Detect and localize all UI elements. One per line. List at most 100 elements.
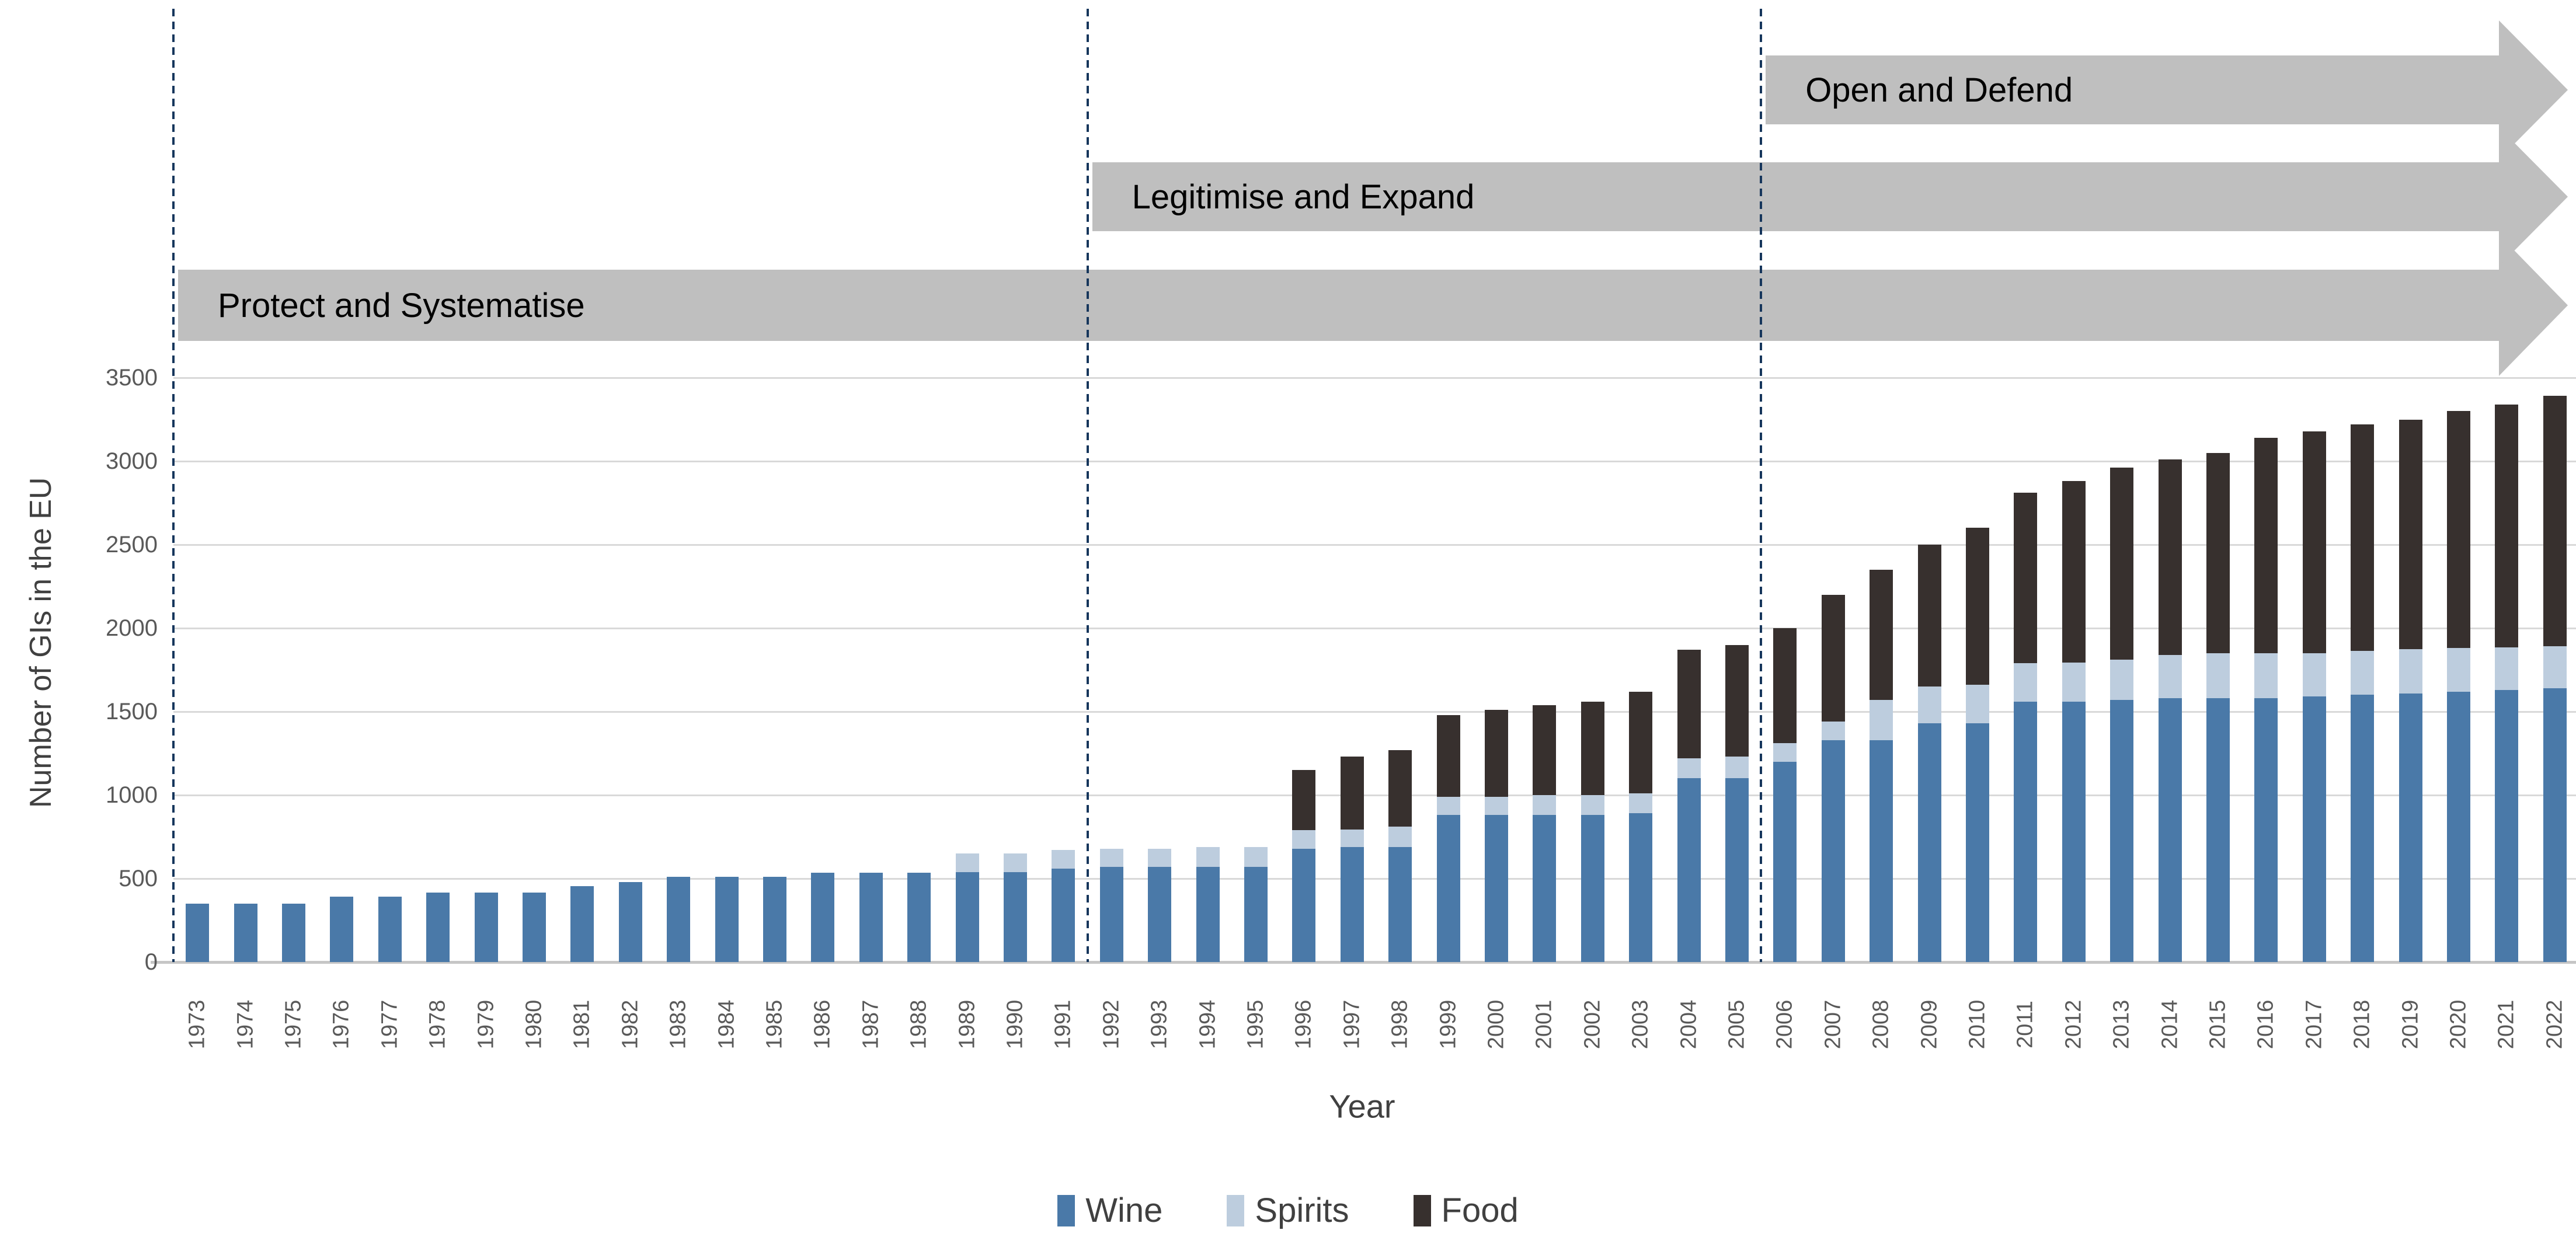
bar-segment-wine-1974 <box>234 903 257 962</box>
x-tick-label-2003: 2003 <box>1628 999 1653 1050</box>
gridline-3500 <box>173 377 2576 379</box>
bar-segment-wine-1990 <box>1004 872 1027 962</box>
bar-segment-wine-1995 <box>1244 866 1268 962</box>
bar-segment-spirits-1993 <box>1148 848 1172 867</box>
bar-segment-wine-2003 <box>1629 813 1653 962</box>
bar-segment-spirits-2013 <box>2110 660 2134 700</box>
bar-segment-spirits-2018 <box>2351 650 2375 695</box>
bar-segment-wine-1979 <box>474 893 498 962</box>
x-tick-label-2005: 2005 <box>1724 999 1749 1050</box>
bar-segment-food-2010 <box>1966 528 1989 685</box>
bar-segment-food-2020 <box>2447 411 2470 649</box>
bar-segment-spirits-2017 <box>2302 653 2326 697</box>
bar-segment-spirits-2010 <box>1966 685 1989 723</box>
x-tick-label-1975: 1975 <box>281 999 306 1050</box>
bar-segment-food-1999 <box>1436 715 1460 797</box>
bar-segment-spirits-1994 <box>1196 846 1220 867</box>
x-tick-label-2018: 2018 <box>2349 999 2375 1050</box>
x-tick-label-1973: 1973 <box>185 999 210 1050</box>
y-tick-label-2000: 2000 <box>106 615 158 641</box>
bar-segment-wine-2015 <box>2206 698 2230 962</box>
bar-segment-wine-2019 <box>2399 693 2422 962</box>
x-tick-label-2015: 2015 <box>2205 999 2230 1050</box>
x-tick-label-1994: 1994 <box>1195 999 1220 1050</box>
x-tick-label-2009: 2009 <box>1917 999 1942 1050</box>
x-tick-label-2020: 2020 <box>2446 999 2471 1050</box>
x-tick-label-2022: 2022 <box>2542 999 2567 1050</box>
x-tick-label-1995: 1995 <box>1243 999 1268 1050</box>
legend: Wine Spirits Food <box>0 1191 2576 1230</box>
bar-segment-wine-1980 <box>523 893 546 962</box>
bar-segment-food-2014 <box>2158 459 2182 655</box>
bar-segment-food-2021 <box>2495 404 2519 647</box>
gridline-2500 <box>173 543 2576 546</box>
bar-segment-wine-1976 <box>330 897 354 962</box>
bar-segment-wine-1997 <box>1340 846 1364 962</box>
bar-segment-spirits-2000 <box>1485 796 1508 816</box>
x-tick-label-1980: 1980 <box>521 999 546 1050</box>
bar-segment-wine-2012 <box>2062 701 2086 962</box>
x-tick-label-1990: 1990 <box>1002 999 1028 1050</box>
bar-segment-food-2012 <box>2062 481 2086 663</box>
x-tick-label-1977: 1977 <box>377 999 402 1050</box>
x-tick-label-1989: 1989 <box>955 999 980 1050</box>
bar-segment-food-2019 <box>2399 419 2422 649</box>
bar-segment-wine-1983 <box>667 877 691 962</box>
x-tick-label-1986: 1986 <box>810 999 835 1050</box>
legend-label-spirits: Spirits <box>1255 1191 1349 1229</box>
bar-segment-wine-1982 <box>618 881 642 962</box>
x-tick-label-1991: 1991 <box>1050 999 1075 1050</box>
bar-segment-spirits-2011 <box>2014 663 2038 702</box>
bar-segment-wine-2001 <box>1533 815 1557 962</box>
y-tick-label-1000: 1000 <box>106 782 158 808</box>
bar-segment-food-2016 <box>2254 437 2278 653</box>
arrow-head-icon <box>2498 20 2568 159</box>
bar-segment-wine-2011 <box>2014 701 2038 962</box>
bar-segment-food-2009 <box>1917 545 1941 687</box>
bar-segment-wine-2013 <box>2110 699 2134 962</box>
bar-segment-spirits-2007 <box>1821 722 1845 740</box>
y-tick-label-3000: 3000 <box>106 448 158 474</box>
bar-segment-spirits-2002 <box>1581 795 1604 816</box>
bar-segment-wine-1984 <box>715 877 739 962</box>
bar-segment-spirits-2012 <box>2062 662 2086 702</box>
x-tick-label-1983: 1983 <box>666 999 691 1050</box>
bar-segment-wine-1988 <box>907 872 931 962</box>
bar-segment-wine-1992 <box>1099 866 1123 962</box>
bar-segment-food-2022 <box>2543 396 2567 647</box>
x-tick-label-2016: 2016 <box>2253 999 2278 1050</box>
bar-segment-spirits-2008 <box>1870 699 1893 740</box>
bar-segment-food-2005 <box>1725 644 1749 757</box>
bar-segment-wine-1978 <box>426 893 450 962</box>
bar-segment-wine-1986 <box>811 872 835 962</box>
legend-item-spirits: Spirits <box>1227 1191 1349 1230</box>
legend-swatch-spirits <box>1227 1194 1245 1226</box>
bar-segment-wine-2006 <box>1773 761 1797 962</box>
bar-segment-wine-2021 <box>2495 689 2519 962</box>
bar-segment-wine-2005 <box>1725 778 1749 962</box>
bar-segment-wine-1985 <box>763 877 786 962</box>
bar-segment-food-2000 <box>1485 710 1508 797</box>
x-tick-label-1998: 1998 <box>1387 999 1412 1050</box>
bar-segment-spirits-2004 <box>1677 758 1701 779</box>
bar-segment-wine-2020 <box>2447 691 2470 962</box>
bar-segment-wine-2000 <box>1485 815 1508 962</box>
bar-segment-food-1997 <box>1340 757 1364 830</box>
x-tick-label-1992: 1992 <box>1099 999 1124 1050</box>
bar-segment-food-2006 <box>1773 628 1797 744</box>
bar-segment-food-2011 <box>2014 493 2038 664</box>
gridline-500 <box>173 877 2576 880</box>
legend-label-wine: Wine <box>1085 1191 1163 1229</box>
gridline-2000 <box>173 627 2576 629</box>
x-tick-label-2004: 2004 <box>1676 999 1701 1050</box>
bar-segment-wine-2009 <box>1917 723 1941 962</box>
y-tick-label-500: 500 <box>119 866 158 891</box>
x-tick-label-2012: 2012 <box>2061 999 2086 1050</box>
bar-segment-food-1998 <box>1388 750 1412 827</box>
bar-segment-spirits-1999 <box>1436 796 1460 816</box>
bar-segment-wine-1981 <box>570 886 594 962</box>
bar-segment-spirits-2022 <box>2543 646 2567 688</box>
bar-segment-food-2013 <box>2110 468 2134 660</box>
